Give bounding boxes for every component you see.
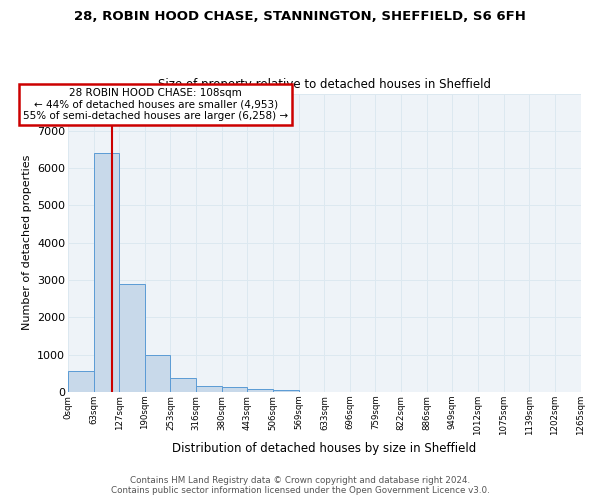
Bar bbox=[68, 370, 94, 392]
Bar bbox=[170, 378, 196, 392]
Text: Contains HM Land Registry data © Crown copyright and database right 2024.
Contai: Contains HM Land Registry data © Crown c… bbox=[110, 476, 490, 495]
Bar bbox=[222, 388, 247, 392]
Title: Size of property relative to detached houses in Sheffield: Size of property relative to detached ho… bbox=[158, 78, 491, 91]
Bar bbox=[273, 390, 299, 392]
Bar bbox=[94, 153, 119, 392]
Text: 28 ROBIN HOOD CHASE: 108sqm
← 44% of detached houses are smaller (4,953)
55% of : 28 ROBIN HOOD CHASE: 108sqm ← 44% of det… bbox=[23, 88, 288, 122]
Text: 28, ROBIN HOOD CHASE, STANNINGTON, SHEFFIELD, S6 6FH: 28, ROBIN HOOD CHASE, STANNINGTON, SHEFF… bbox=[74, 10, 526, 23]
Bar bbox=[145, 354, 170, 392]
Bar bbox=[119, 284, 145, 392]
Bar bbox=[196, 386, 222, 392]
Bar bbox=[247, 389, 273, 392]
X-axis label: Distribution of detached houses by size in Sheffield: Distribution of detached houses by size … bbox=[172, 442, 476, 455]
Y-axis label: Number of detached properties: Number of detached properties bbox=[22, 155, 32, 330]
